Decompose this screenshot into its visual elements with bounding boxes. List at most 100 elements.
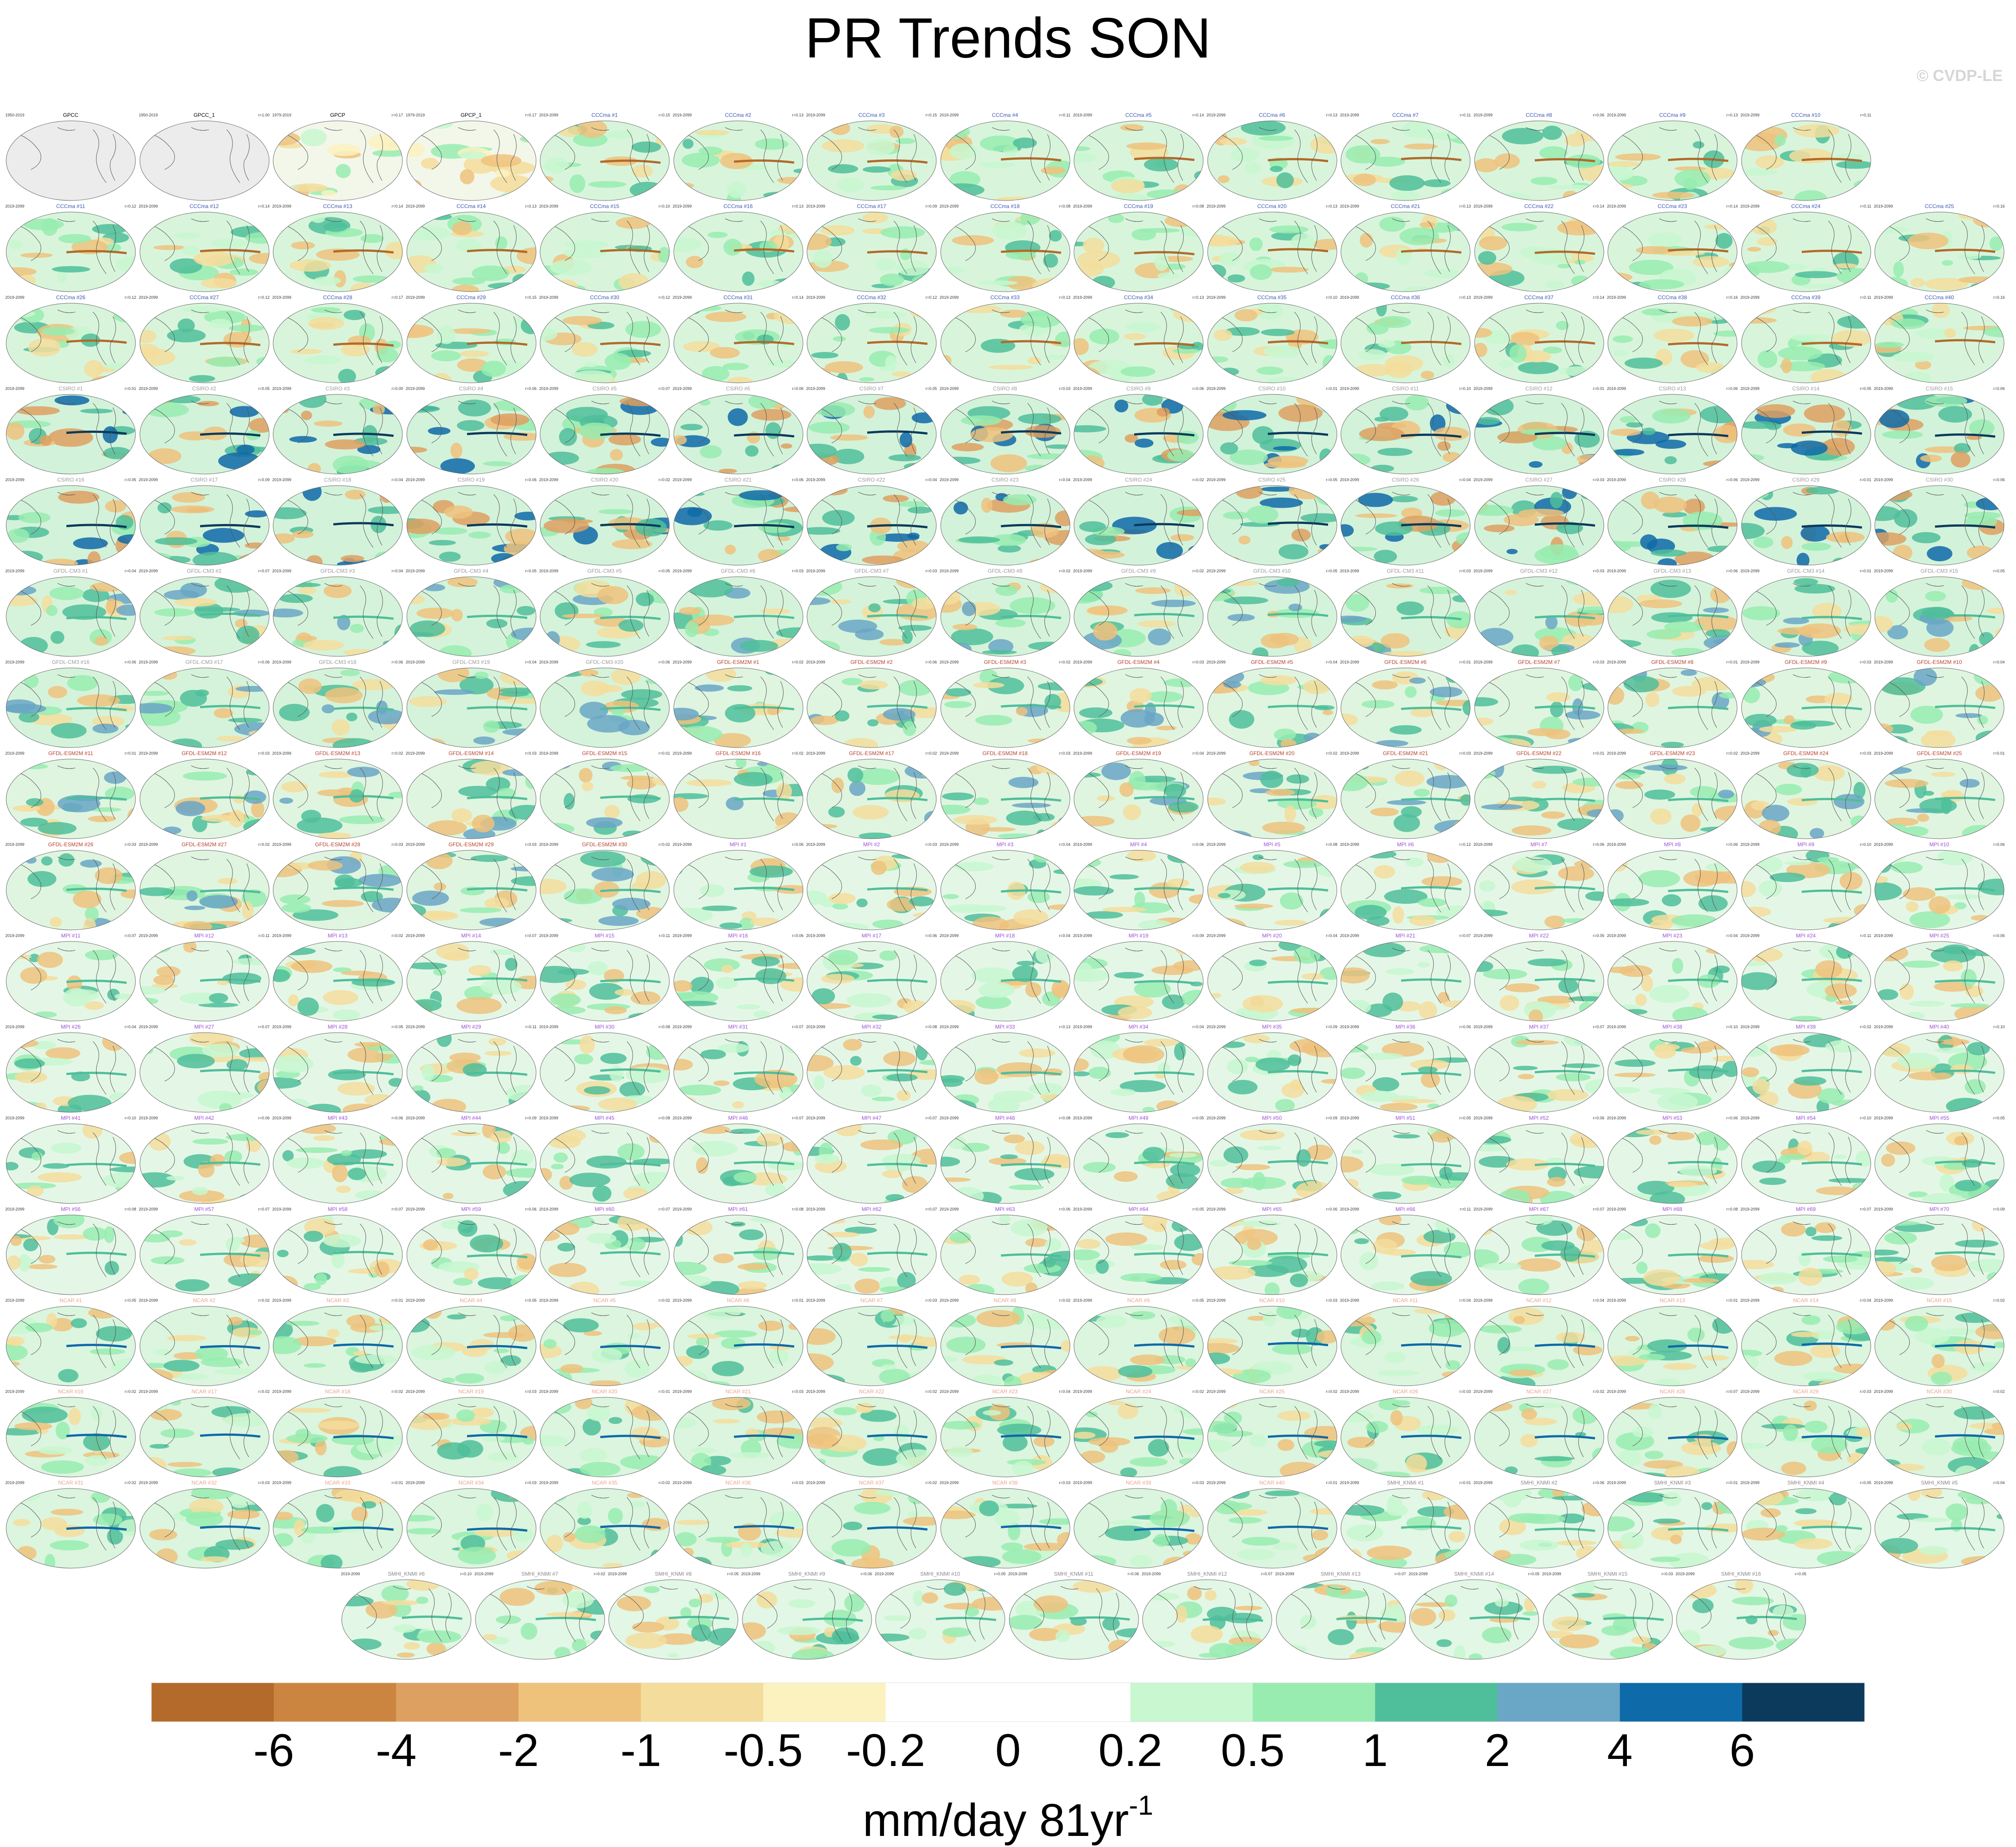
trend-patch xyxy=(954,862,993,871)
trend-patch xyxy=(1967,1042,1990,1055)
trend-patch xyxy=(1459,368,1469,373)
panel-map xyxy=(1474,302,1605,384)
panel-name: GFDL-ESM2M #3 xyxy=(940,659,1071,665)
trend-patch xyxy=(232,795,244,803)
trend-patch xyxy=(550,259,592,276)
trend-patch xyxy=(336,1186,351,1193)
trend-patch xyxy=(765,668,784,675)
panel-map xyxy=(406,576,537,657)
trend-patch xyxy=(58,1369,78,1382)
trend-patch xyxy=(635,518,667,536)
trend-patch xyxy=(1639,599,1682,608)
trend-patch xyxy=(1527,728,1558,736)
panel-map xyxy=(272,667,403,748)
panel-name: MPI #13 xyxy=(272,933,403,939)
trend-patch xyxy=(1361,1091,1399,1102)
trend-patch xyxy=(1654,1045,1676,1059)
trend-patch xyxy=(1614,772,1641,779)
panel-name: GFDL-CM3 #15 xyxy=(1874,568,2005,574)
trend-patch xyxy=(1943,894,1982,899)
panel-map xyxy=(1340,211,1471,293)
panel-map xyxy=(1073,211,1204,293)
trend-patch xyxy=(1274,920,1307,925)
trend-patch xyxy=(1583,217,1605,224)
panel-name: CCCma #7 xyxy=(1340,112,1471,118)
panel-correlation: r=0.01 xyxy=(1726,660,1738,664)
trend-patch xyxy=(873,920,904,929)
trend-patch xyxy=(490,1131,512,1144)
trend-patch xyxy=(1430,491,1456,506)
trend-patch xyxy=(772,830,798,840)
panel-name: CCCma #31 xyxy=(673,294,804,301)
trend-patch xyxy=(1568,675,1583,691)
panel-map xyxy=(139,941,270,1022)
trend-patch xyxy=(1390,725,1422,734)
trend-patch xyxy=(28,338,61,357)
panel-correlation: r=0.08 xyxy=(1059,1116,1070,1120)
panel-correlation: r=0.06 xyxy=(659,660,670,664)
trend-patch xyxy=(1910,706,1943,724)
trend-patch xyxy=(695,130,729,135)
panel-map xyxy=(673,1305,804,1387)
panel-map xyxy=(272,485,403,566)
panel-correlation: r=0.13 xyxy=(1326,204,1337,208)
panel-correlation: r=0.10 xyxy=(1993,1025,2005,1029)
panel-name: GFDL-ESM2M #6 xyxy=(1340,659,1471,665)
panel-correlation: r=0.09 xyxy=(1326,1116,1337,1120)
trend-patch xyxy=(544,1339,556,1349)
trend-patch xyxy=(1207,265,1226,279)
trend-patch xyxy=(1794,584,1835,594)
trend-patch xyxy=(1741,907,1771,918)
trend-patch xyxy=(713,1253,734,1263)
trend-patch xyxy=(925,1010,937,1022)
trend-patch xyxy=(1209,1160,1229,1166)
trend-patch xyxy=(1077,1239,1101,1249)
panel-correlation: r=0.13 xyxy=(792,113,803,117)
panel-correlation: r=0.07 xyxy=(792,1025,803,1029)
trend-patch xyxy=(1824,983,1856,999)
panel-correlation: r=0.08 xyxy=(1726,1207,1738,1211)
panel-name: CCCma #15 xyxy=(539,203,670,209)
trend-patch xyxy=(1441,188,1465,198)
panel-name: GFDL-ESM2M #27 xyxy=(139,841,270,848)
panel-correlation: r=0.12 xyxy=(125,204,136,208)
trend-patch xyxy=(328,1069,366,1080)
trend-patch xyxy=(562,613,604,618)
panel-correlation: r=0.06 xyxy=(792,386,803,391)
trend-patch xyxy=(1025,326,1044,337)
trend-patch xyxy=(1247,1238,1261,1250)
panel-map xyxy=(539,1305,670,1387)
trend-patch xyxy=(823,1065,865,1080)
trend-patch xyxy=(734,772,772,787)
panel-correlation: r=0.07 xyxy=(1593,1207,1604,1211)
panel-name: CCCma #32 xyxy=(806,294,937,301)
trend-patch xyxy=(73,537,108,549)
trend-patch xyxy=(1757,404,1795,418)
trend-patch xyxy=(616,217,650,229)
panel-map xyxy=(940,849,1071,931)
panel-map xyxy=(806,941,937,1022)
trend-patch xyxy=(464,1268,479,1280)
trend-patch xyxy=(139,887,174,896)
panel-map xyxy=(1607,485,1738,566)
trend-patch xyxy=(1074,816,1114,826)
trend-patch xyxy=(272,408,289,413)
panel-correlation: r=0.07 xyxy=(125,933,136,938)
panel-correlation: r=0.05 xyxy=(659,569,670,573)
panel-map xyxy=(406,667,537,748)
trend-patch xyxy=(780,443,792,449)
trend-patch xyxy=(1405,686,1417,698)
trend-patch xyxy=(346,713,357,721)
trend-patch xyxy=(903,721,916,736)
trend-patch xyxy=(1207,190,1231,197)
trend-patch xyxy=(1583,1099,1604,1113)
trend-patch xyxy=(1033,850,1049,863)
panel-map xyxy=(272,1305,403,1387)
panel-correlation: r=0.04 xyxy=(1193,751,1204,756)
panel-correlation: r=0.06 xyxy=(1726,478,1738,482)
